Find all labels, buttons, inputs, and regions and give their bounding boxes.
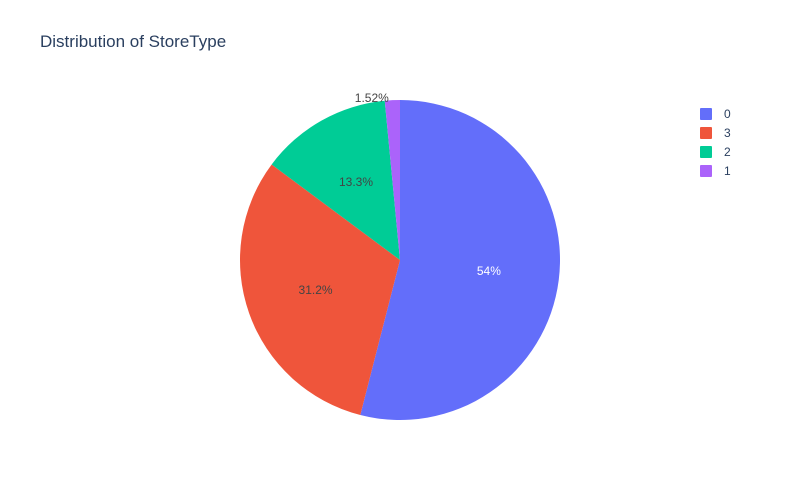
slice-label-2: 13.3% xyxy=(339,175,373,189)
legend-swatch xyxy=(700,164,712,177)
slice-label-3: 31.2% xyxy=(299,283,333,297)
legend-item-0[interactable]: 0 xyxy=(700,104,731,123)
legend-label: 1 xyxy=(724,163,731,178)
legend-label: 2 xyxy=(724,144,731,159)
pie-slice-0[interactable] xyxy=(360,100,560,420)
legend-label: 3 xyxy=(724,125,731,140)
legend: 0 3 2 1 xyxy=(700,104,731,180)
chart-title: Distribution of StoreType xyxy=(40,32,227,51)
legend-swatch xyxy=(700,126,712,139)
slice-label-1: 1.52% xyxy=(355,91,389,105)
legend-swatch xyxy=(700,107,712,120)
legend-swatch xyxy=(700,145,712,158)
legend-label: 0 xyxy=(724,106,731,121)
pie-slice-3[interactable] xyxy=(239,164,400,416)
pie-slice-1[interactable] xyxy=(384,100,400,260)
legend-item-1[interactable]: 1 xyxy=(700,161,731,180)
pie-slice-2[interactable] xyxy=(271,100,400,260)
legend-item-2[interactable]: 2 xyxy=(700,142,731,161)
legend-item-3[interactable]: 3 xyxy=(700,123,731,142)
slice-label-0: 54% xyxy=(477,264,501,278)
